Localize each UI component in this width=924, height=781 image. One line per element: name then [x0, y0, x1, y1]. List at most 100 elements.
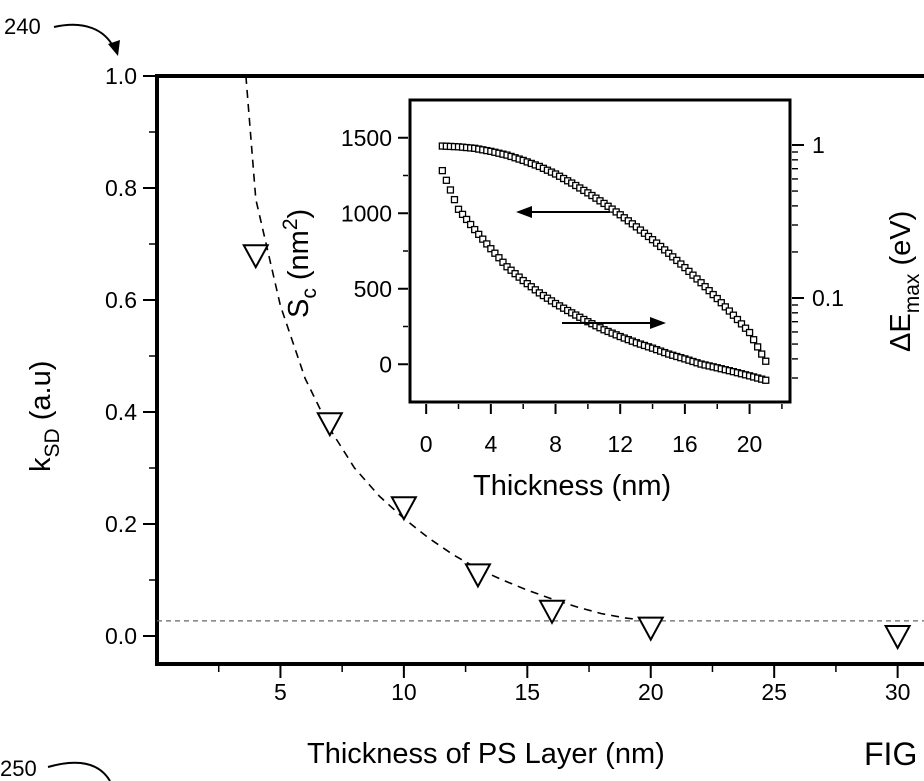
data-point-triangle: [242, 244, 270, 270]
inset-data-point: [442, 176, 451, 184]
inset-data-point: [487, 245, 495, 253]
inset-x-tick-label: 0: [420, 431, 433, 457]
inset-data-point: [471, 225, 479, 234]
inset-right-axis-title: ΔEmax (eV): [885, 211, 924, 352]
inset-data-point: [709, 290, 717, 299]
inset-data-point: [495, 254, 503, 262]
inset-data-point: [762, 376, 770, 384]
inset-data-point: [733, 315, 742, 324]
inset-data-point: [721, 303, 729, 311]
main-y-tick-label: 0.8: [105, 175, 137, 201]
inset-data-point: [450, 195, 459, 204]
data-point-triangle: [464, 563, 492, 589]
inset-x-tick-label: 20: [737, 431, 763, 457]
main-y-tick-label: 1.0: [105, 63, 137, 89]
main-plot-frame: [155, 74, 924, 666]
inset-data-point: [462, 215, 471, 224]
arrow-to-left-axis-head: [516, 206, 532, 218]
inset-data-point: [705, 286, 713, 295]
main-x-tick-label: 10: [391, 679, 417, 705]
inset-left-tick-label: 500: [354, 276, 392, 302]
data-point-triangle: [538, 599, 566, 625]
inset-data-point: [475, 230, 483, 239]
inset-left-axis-title: Sc (nm2): [279, 209, 321, 318]
inset-left-axis-title-post: ): [283, 209, 315, 219]
data-point-triangle: [637, 616, 665, 642]
inset-x-tick-label: 16: [672, 431, 698, 457]
inset-right-axis-title-main: ΔE: [885, 313, 917, 352]
ref-arrow-top: [53, 23, 115, 49]
inset-data-point: [446, 186, 455, 194]
inset-x-tick-label: 12: [607, 431, 633, 457]
inset-x-axis-title: Thickness (nm): [473, 470, 671, 502]
inset-data-point: [689, 271, 697, 279]
inset-data-point: [466, 220, 475, 229]
data-point-triangle: [390, 496, 418, 522]
inset-data-point: [717, 299, 725, 307]
main-x-tick-label: 25: [761, 679, 787, 705]
inset-right-tick-label: 1: [812, 132, 825, 158]
main-y-axis-title: kSD (a.u): [25, 361, 64, 472]
inset-left-axis-title-pre: (nm: [283, 230, 315, 288]
main-y-tick-label: 0.0: [105, 623, 137, 649]
inset-right-axis-title-sub: max: [901, 273, 924, 313]
inset-x-tick-label: 8: [549, 431, 562, 457]
main-y-axis-title-sub: SD: [41, 428, 64, 457]
inset-left-axis-title-main: S: [283, 299, 315, 318]
inset-data-point: [725, 307, 734, 315]
inset-right-tick-label: 0.1: [812, 285, 844, 311]
inset-right-axis-title-post: (eV): [885, 211, 917, 274]
inset-left-tick-label: 1500: [341, 125, 392, 151]
inset-data-point: [758, 350, 766, 358]
inset-series-right: [438, 166, 770, 384]
inset-data-point: [499, 258, 507, 266]
inset-left-axis-title-sup: 2: [279, 218, 302, 230]
inset-data-point: [483, 240, 491, 248]
inset-left-tick-label: 0: [379, 351, 392, 377]
main-x-tick-label: 15: [515, 679, 541, 705]
main-axes: 5 10 15 20 25 300.00.20.40.60.81.0: [105, 63, 910, 705]
inset-left-axis-title-sub: c: [298, 288, 321, 299]
main-x-tick-label: 5: [274, 679, 287, 705]
inset-data-point: [713, 294, 721, 303]
inset-series-left: [438, 142, 770, 365]
inset-data-point: [741, 324, 750, 332]
figure-label: FIG: [864, 736, 917, 772]
main-x-axis-title: Thickness of PS Layer (nm): [307, 738, 665, 770]
inset-data-points: [438, 142, 770, 384]
main-y-axis-title-rest: (a.u): [25, 361, 57, 429]
inset-left-tick-label: 1000: [341, 200, 392, 226]
inset-data-point: [491, 249, 499, 257]
inset-data-point: [729, 311, 738, 319]
inset-data-point: [697, 279, 705, 287]
inset-axes: 0 4 8 12 16 20 0 500 1000 1500 0.1 1: [341, 125, 844, 457]
inset-data-point: [479, 235, 487, 243]
fit-curve-line: [245, 75, 651, 622]
inset-data-point: [458, 210, 467, 219]
main-y-tick-label: 0.2: [105, 511, 137, 537]
main-y-tick-label: 0.4: [105, 399, 137, 425]
inset-data-point: [754, 343, 762, 351]
data-point-triangle: [883, 625, 912, 651]
inset-data-point: [693, 275, 701, 283]
inset-data-point: [681, 263, 689, 272]
inset-data-point: [762, 357, 770, 365]
inset-data-point: [745, 328, 754, 337]
ref-label-bottom: 250: [0, 756, 37, 781]
main-data-points: [242, 244, 912, 651]
ref-arrow-bottom: [47, 761, 111, 781]
inset-data-point: [737, 320, 746, 328]
inset-data-point: [438, 166, 446, 175]
inset-data-point: [701, 283, 709, 291]
main-x-tick-label: 20: [638, 679, 664, 705]
inset-data-point: [685, 267, 693, 276]
ref-arrowhead-top: [108, 40, 120, 56]
inset-data-point: [749, 336, 758, 344]
ref-label-top: 240: [4, 14, 41, 39]
inset-data-point: [454, 205, 463, 213]
main-y-axis-title-main: k: [25, 457, 57, 472]
data-point-triangle: [316, 412, 344, 438]
main-y-tick-label: 0.6: [105, 287, 137, 313]
arrow-to-right-axis-head: [650, 317, 666, 329]
